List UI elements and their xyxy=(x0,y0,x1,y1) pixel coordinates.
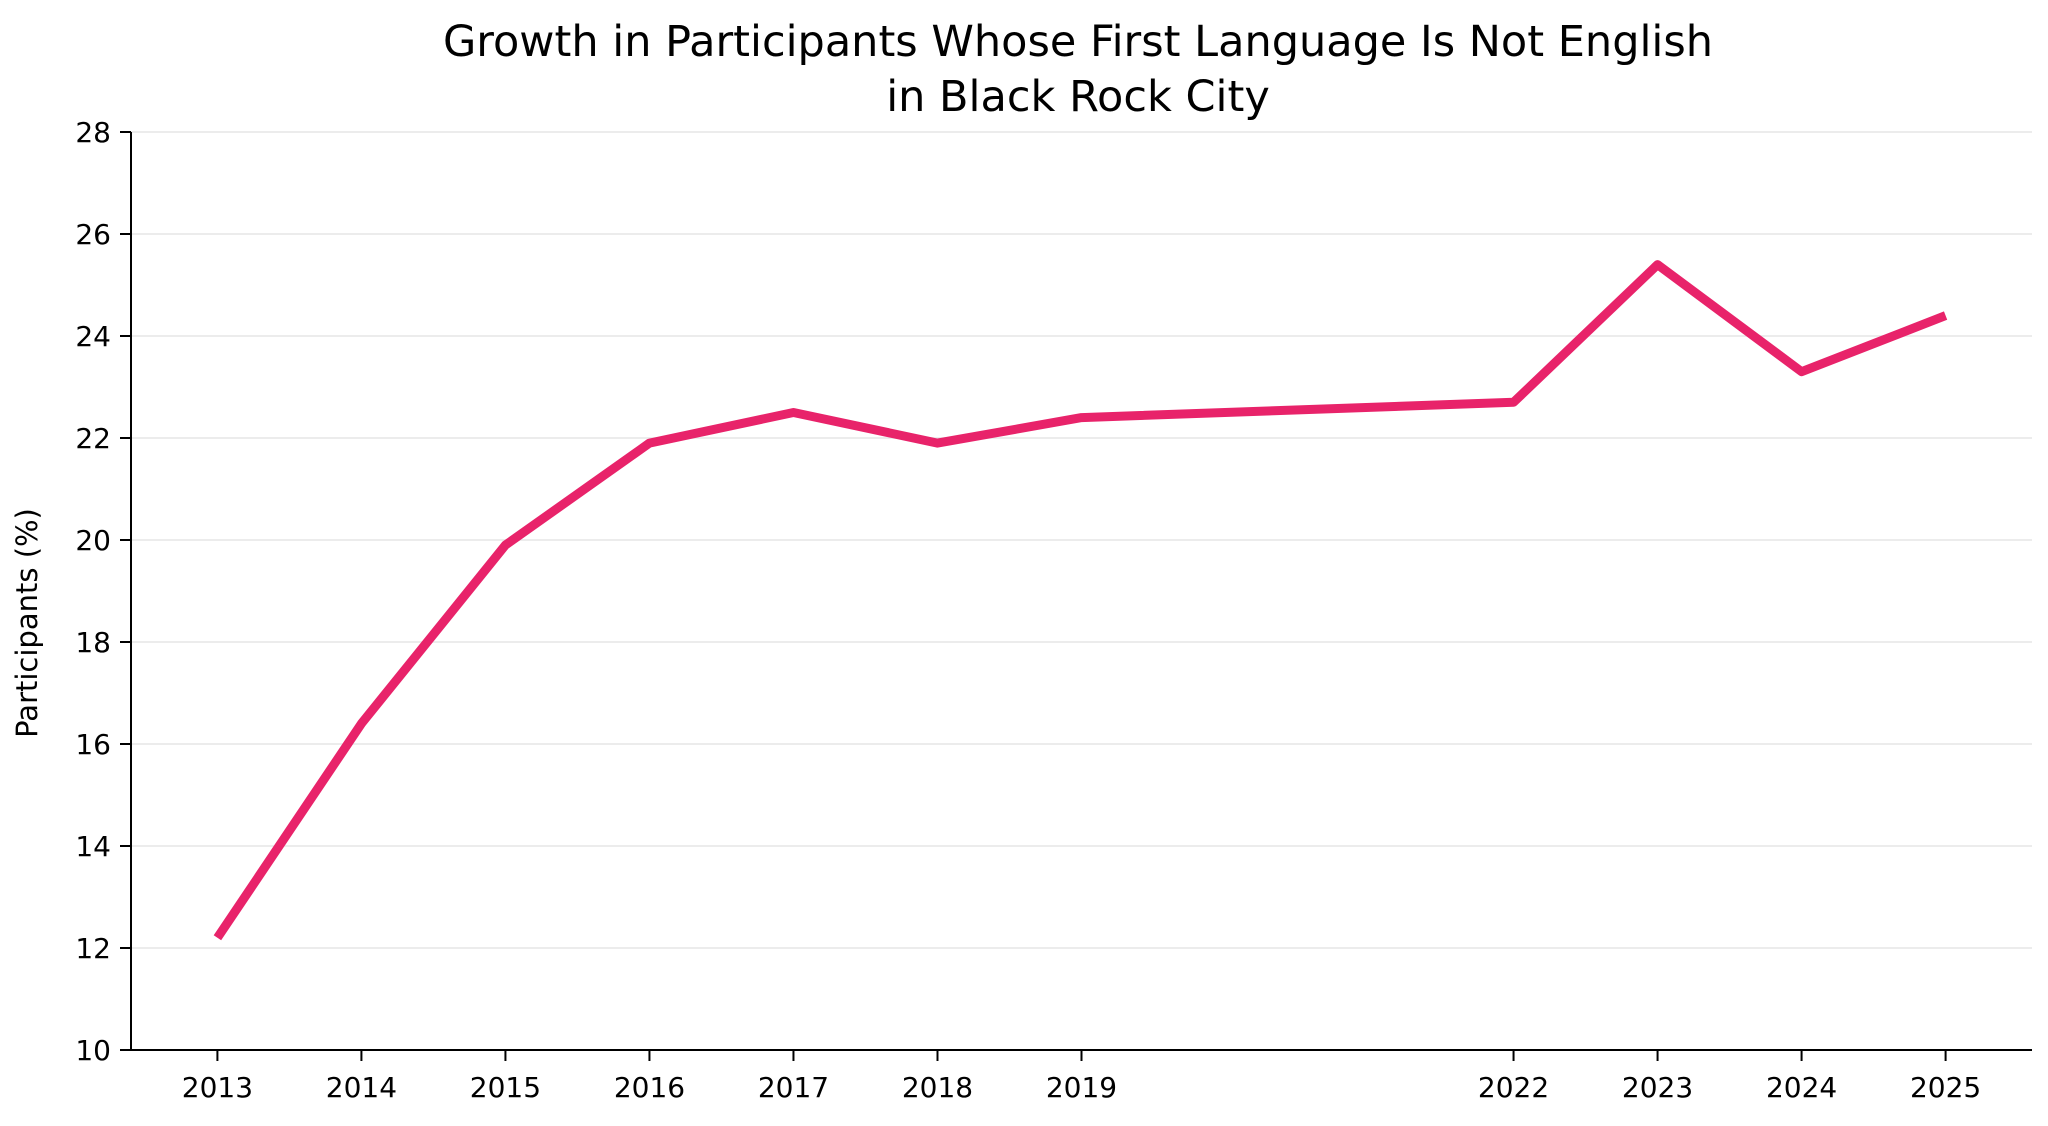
y-axis-label: Participants (%) xyxy=(10,508,44,738)
y-tick-label-22: 22 xyxy=(75,422,111,455)
y-tick-label-16: 16 xyxy=(75,728,111,761)
y-tick-label-18: 18 xyxy=(75,626,111,659)
gridlines xyxy=(131,131,2032,949)
x-tick-label-2016: 2016 xyxy=(614,1071,685,1104)
y-tick-label-24: 24 xyxy=(75,320,111,353)
x-tick-label-2025: 2025 xyxy=(1910,1071,1981,1104)
x-tick-label-2019: 2019 xyxy=(1046,1071,1117,1104)
x-tick-label-2024: 2024 xyxy=(1766,1071,1837,1104)
x-tick-label-2017: 2017 xyxy=(758,1071,829,1104)
series-line-0 xyxy=(213,260,1948,941)
y-tick-label-14: 14 xyxy=(75,830,111,863)
x-tick-label-2015: 2015 xyxy=(470,1071,541,1104)
x-tick-label-2018: 2018 xyxy=(902,1071,973,1104)
x-tick-label-2013: 2013 xyxy=(182,1071,253,1104)
x-tick-label-2022: 2022 xyxy=(1478,1071,1549,1104)
y-tick-label-26: 26 xyxy=(75,218,111,251)
x-tick-label-2023: 2023 xyxy=(1622,1071,1693,1104)
chart-title: Growth in Participants Whose First Langu… xyxy=(443,17,1713,122)
series-group xyxy=(213,260,1948,941)
y-tick-label-28: 28 xyxy=(75,116,111,149)
y-ticks: 10 12 14 16 18 20 22 24 26 28 xyxy=(75,116,131,1067)
chart-title-line-1: Growth in Participants Whose First Langu… xyxy=(443,17,1713,67)
y-tick-label-12: 12 xyxy=(75,932,111,965)
chart-title-line-2: in Black Rock City xyxy=(886,72,1270,122)
y-tick-label-10: 10 xyxy=(75,1034,111,1067)
x-tick-label-2014: 2014 xyxy=(326,1071,397,1104)
x-ticks: 2013 2014 2015 2016 2017 2018 2019 2022 2023 2024… xyxy=(182,1050,1981,1104)
axes xyxy=(130,132,2032,1051)
y-tick-label-20: 20 xyxy=(75,524,111,557)
